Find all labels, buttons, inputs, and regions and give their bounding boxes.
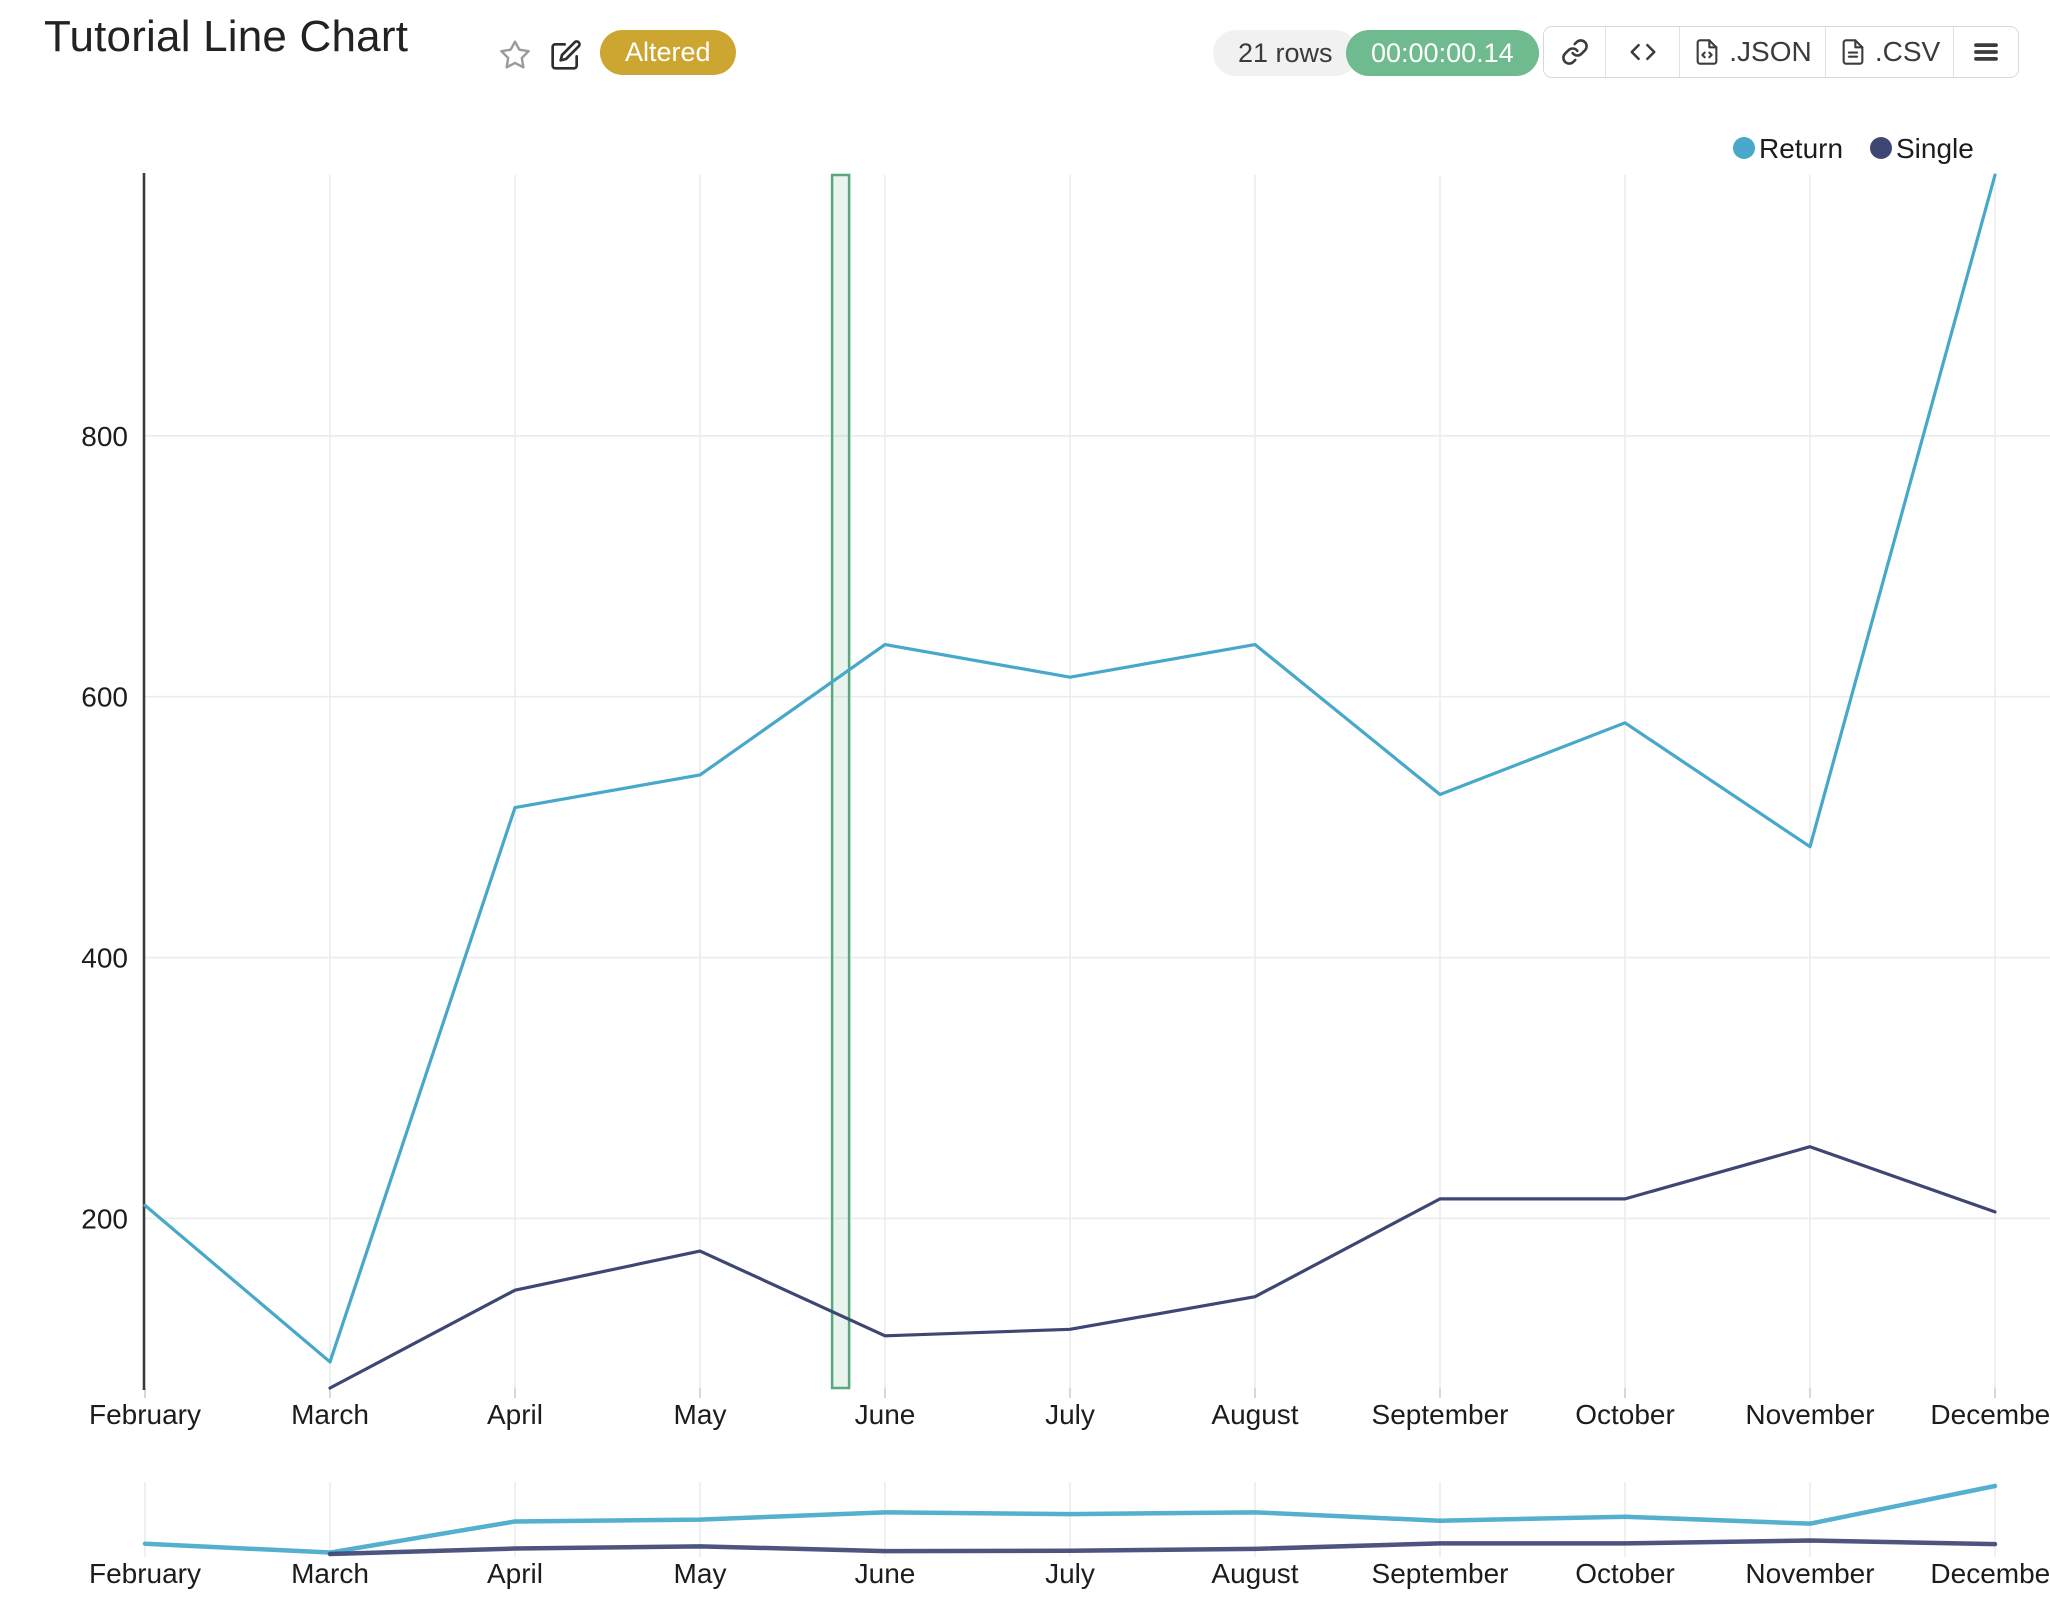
mini-x-tick-label: April xyxy=(487,1558,543,1589)
row-count-badge: 21 rows xyxy=(1213,30,1358,76)
legend-dot-single xyxy=(1870,137,1892,159)
mini-x-tick-label: May xyxy=(674,1558,727,1589)
altered-status-badge: Altered xyxy=(600,30,736,75)
query-timer-badge: 00:00:00.14 xyxy=(1346,30,1539,76)
x-tick-label: February xyxy=(89,1399,201,1430)
edit-button[interactable] xyxy=(549,38,583,72)
file-csv-icon xyxy=(1839,38,1867,66)
export-csv-button[interactable]: .CSV xyxy=(1826,27,1954,77)
export-toolbar: .JSON .CSV xyxy=(1543,26,2019,78)
export-json-label: .JSON xyxy=(1729,36,1812,67)
series-line-return[interactable] xyxy=(143,173,1997,1364)
mini-x-tick-label: June xyxy=(855,1558,916,1589)
mini-series-line-single xyxy=(327,1538,1998,1557)
range-slider-mini-chart[interactable]: February March April May June July August Septe… xyxy=(89,1482,2050,1589)
link-icon xyxy=(1561,38,1589,66)
legend-label-return: Return xyxy=(1759,133,1843,164)
mini-x-tick-label: August xyxy=(1211,1558,1298,1589)
page-title: Tutorial Line Chart xyxy=(44,12,409,61)
mini-series-line-return xyxy=(142,1483,1998,1555)
star-icon xyxy=(498,38,532,72)
edit-icon xyxy=(550,39,582,71)
code-icon xyxy=(1628,37,1658,67)
x-tick-label: September xyxy=(1372,1399,1509,1430)
favorite-button[interactable] xyxy=(497,37,533,73)
copy-link-button[interactable] xyxy=(1544,27,1606,77)
embed-code-button[interactable] xyxy=(1606,27,1680,77)
y-tick-label: 800 xyxy=(81,421,128,452)
legend-dot-return xyxy=(1733,137,1755,159)
mini-x-tick-label: July xyxy=(1045,1558,1095,1589)
x-tick-label: May xyxy=(674,1399,727,1430)
y-tick-label: 600 xyxy=(81,682,128,713)
x-tick-label: March xyxy=(291,1399,369,1430)
x-tick-label: July xyxy=(1045,1399,1095,1430)
y-tick-label: 400 xyxy=(81,943,128,974)
page-header: Tutorial Line Chart Altered 21 rows 00:0… xyxy=(0,0,2050,100)
mini-x-tick-label: September xyxy=(1372,1558,1509,1589)
x-tick-label: August xyxy=(1211,1399,1298,1430)
chart-menu-button[interactable] xyxy=(1954,27,2018,77)
series-line-single[interactable] xyxy=(328,1145,1997,1390)
mini-x-tick-label: March xyxy=(291,1558,369,1589)
y-tick-label: 200 xyxy=(81,1203,128,1234)
mini-x-tick-label: November xyxy=(1745,1558,1874,1589)
file-json-icon xyxy=(1693,38,1721,66)
mini-x-tick-label: October xyxy=(1575,1558,1675,1589)
export-csv-label: .CSV xyxy=(1874,36,1941,67)
mini-x-tick-label: February xyxy=(89,1558,201,1589)
x-tick-label: October xyxy=(1575,1399,1675,1430)
x-tick-label: June xyxy=(855,1399,916,1430)
export-json-button[interactable]: .JSON xyxy=(1680,27,1826,77)
legend-item-single[interactable]: Single xyxy=(1870,133,1974,164)
legend-item-return[interactable]: Return xyxy=(1733,133,1843,164)
mini-x-tick-label: December xyxy=(1930,1558,2050,1589)
legend-label-single: Single xyxy=(1896,133,1974,164)
x-tick-label: April xyxy=(487,1399,543,1430)
x-tick-label: November xyxy=(1745,1399,1874,1430)
menu-icon xyxy=(1971,37,2001,67)
annotation-band[interactable] xyxy=(830,173,851,1390)
x-tick-label: December xyxy=(1930,1399,2050,1430)
